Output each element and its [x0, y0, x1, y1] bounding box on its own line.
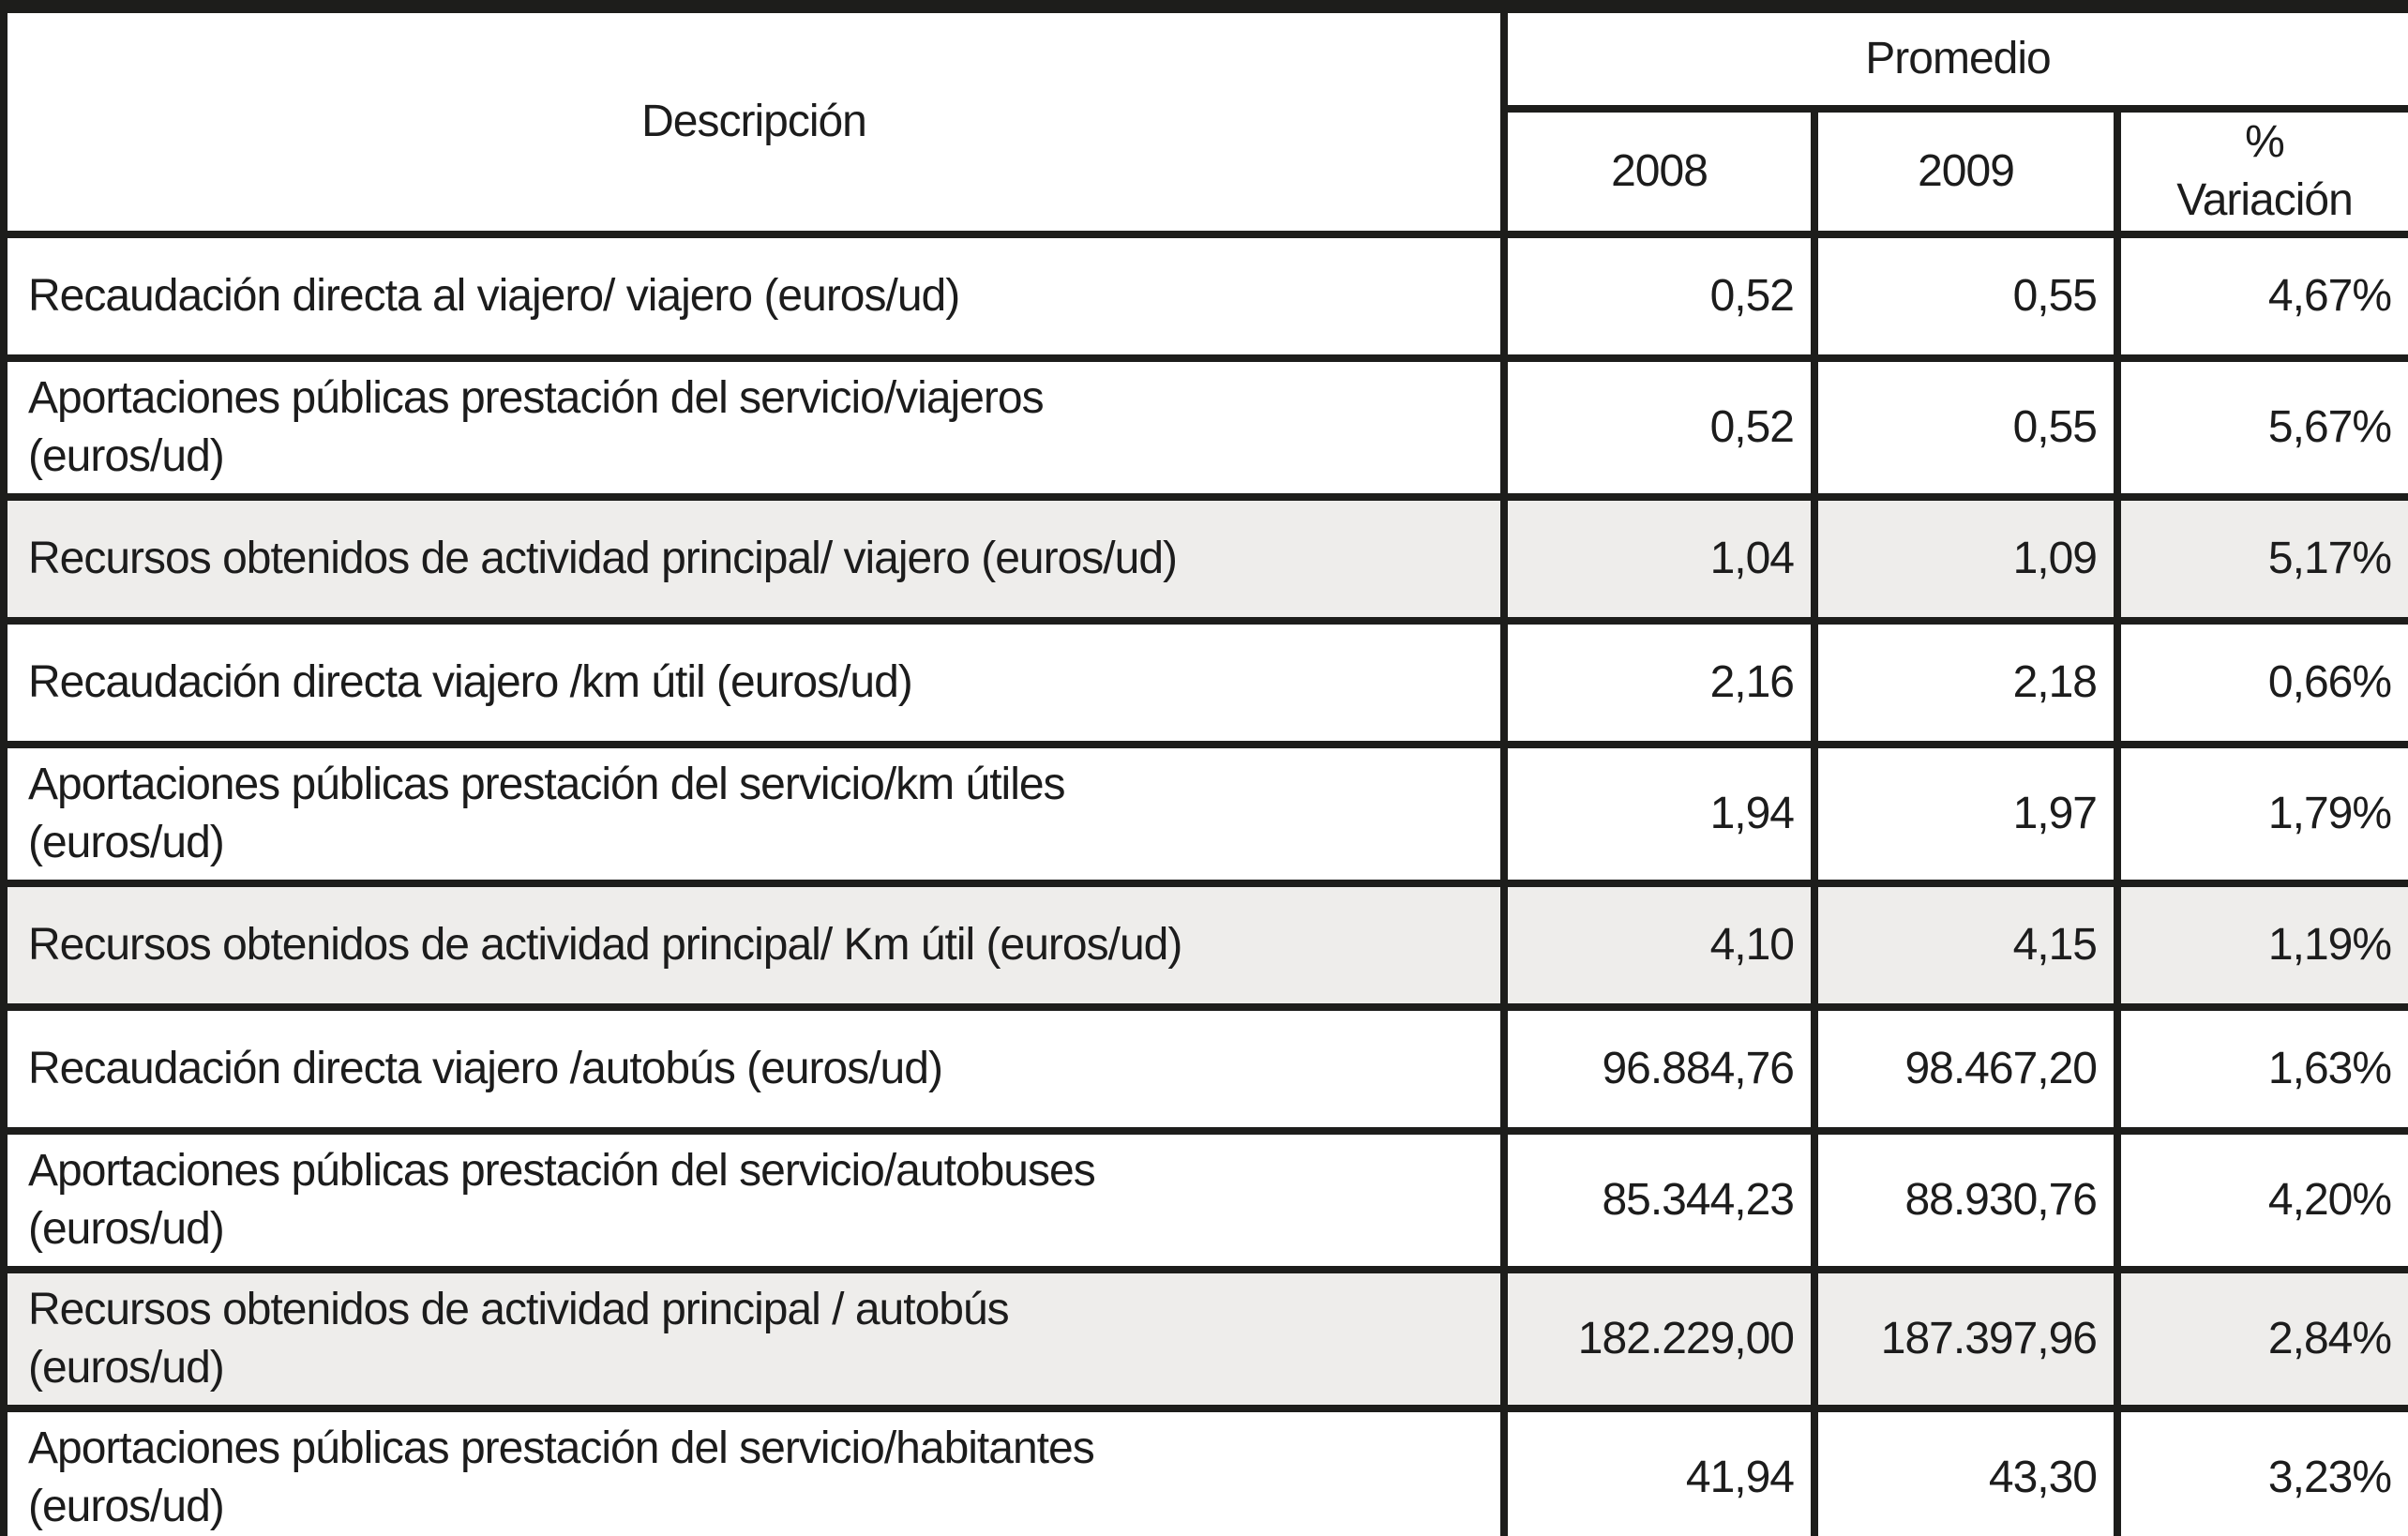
table-row: Recursos obtenidos de actividad principa… [0, 1266, 2408, 1412]
value-2009: 0,55 [1811, 231, 2121, 362]
value-2008: 1,04 [1500, 493, 1818, 625]
value-variation: 4,67% [2113, 231, 2408, 362]
col-header-promedio: Promedio [1499, 3, 2408, 113]
value-variation: 5,67% [2113, 354, 2408, 501]
header-row-group: Descripción Promedio [0, 3, 2408, 238]
table-row: Recaudación directa viajero /autobús (eu… [0, 1003, 2408, 1135]
value-2009: 98.467,20 [1811, 1003, 2121, 1135]
row-description: Recaudación directa viajero /autobús (eu… [0, 1003, 1508, 1135]
row-description: Recursos obtenidos de actividad principa… [0, 493, 1508, 625]
row-description: Aportaciones públicas prestación del ser… [0, 354, 1508, 501]
value-variation: 1,63% [2113, 1003, 2408, 1135]
table-row: Recursos obtenidos de actividad principa… [0, 493, 2408, 625]
value-2008: 96.884,76 [1500, 1003, 1818, 1135]
row-description: Aportaciones públicas prestación del ser… [0, 1405, 1508, 1536]
value-2008: 0,52 [1500, 231, 1818, 362]
value-2009: 2,18 [1811, 617, 2121, 748]
value-2009: 88.930,76 [1811, 1127, 2121, 1273]
table-row: Aportaciones públicas prestación del ser… [0, 741, 2408, 887]
table-row: Recaudación directa al viajero/ viajero … [0, 231, 2408, 362]
row-description: Recaudación directa al viajero/ viajero … [0, 231, 1508, 362]
value-2008: 41,94 [1500, 1405, 1818, 1536]
value-variation: 1,19% [2113, 880, 2408, 1011]
value-2009: 43,30 [1811, 1405, 2121, 1536]
value-2008: 85.344,23 [1500, 1127, 1818, 1273]
value-2008: 1,94 [1500, 741, 1818, 887]
table-row: Aportaciones públicas prestación del ser… [0, 354, 2408, 501]
row-description: Aportaciones públicas prestación del ser… [0, 741, 1508, 887]
value-variation: 0,66% [2113, 617, 2408, 748]
row-description: Recursos obtenidos de actividad principa… [0, 1266, 1508, 1412]
col-header-variacion: % Variación [2113, 105, 2408, 238]
value-2008: 0,52 [1500, 354, 1818, 501]
header-row-years: 2008 2009 % Variación [4, 105, 2408, 238]
table-row: Recursos obtenidos de actividad principa… [0, 880, 2408, 1011]
row-description: Aportaciones públicas prestación del ser… [0, 1127, 1508, 1273]
value-2009: 4,15 [1811, 880, 2121, 1011]
value-variation: 1,79% [2113, 741, 2408, 887]
value-2008: 182.229,00 [1500, 1266, 1818, 1412]
table-row: Aportaciones públicas prestación del ser… [0, 1127, 2408, 1273]
col-header-2008: 2008 [1500, 105, 1818, 238]
table-row: Aportaciones públicas prestación del ser… [0, 1405, 2408, 1536]
value-2009: 1,09 [1811, 493, 2121, 625]
value-2009: 1,97 [1811, 741, 2121, 887]
row-description: Recaudación directa viajero /km útil (eu… [0, 617, 1508, 748]
value-variation: 2,84% [2113, 1266, 2408, 1412]
value-variation: 4,20% [2113, 1127, 2408, 1273]
col-header-2009: 2009 [1811, 105, 2121, 238]
table-row: Recaudación directa viajero /km útil (eu… [0, 617, 2408, 748]
value-variation: 3,23% [2113, 1405, 2408, 1536]
col-header-descripcion: Descripción [0, 3, 1508, 238]
value-2009: 187.397,96 [1811, 1266, 2121, 1412]
row-description: Recursos obtenidos de actividad principa… [0, 880, 1508, 1011]
value-2008: 4,10 [1500, 880, 1818, 1011]
value-variation: 5,17% [2113, 493, 2408, 625]
value-2008: 2,16 [1500, 617, 1818, 748]
value-2009: 0,55 [1811, 354, 2121, 501]
